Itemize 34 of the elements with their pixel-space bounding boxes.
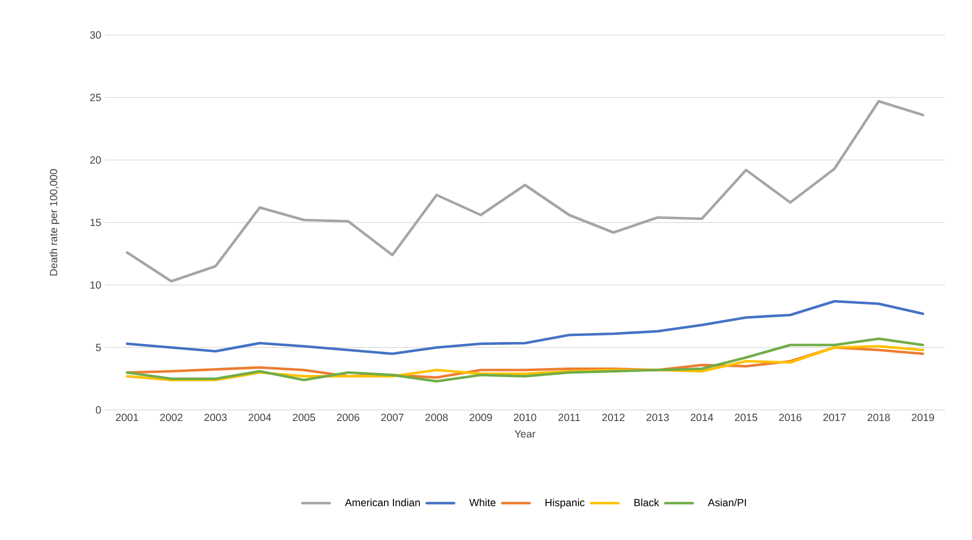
x-tick-label: 2016 (779, 414, 802, 422)
x-tick-label: 2002 (160, 414, 182, 422)
y-tick-label: 5 (96, 344, 101, 352)
x-tick-label: 2019 (912, 414, 934, 422)
x-tick-label: 2017 (823, 414, 846, 422)
x-tick-label: 2010 (514, 414, 536, 422)
x-tick-label: 2006 (337, 414, 360, 422)
legend-label: White (469, 498, 496, 506)
y-tick-label: 15 (90, 218, 101, 226)
line-series (126, 100, 924, 283)
legend-label: Asian/PI (708, 498, 746, 506)
legend-label: Hispanic (546, 498, 585, 508)
x-tick-label: 2011 (558, 414, 580, 422)
x-tick-label: 2015 (734, 414, 758, 422)
x-tick-label: 2013 (646, 414, 669, 422)
y-tick-label: 20 (90, 156, 101, 164)
legend-label: American Indian (344, 498, 420, 506)
y-tick-label: 0 (96, 406, 101, 414)
y-tick-label: 30 (90, 31, 101, 39)
x-tick-label: 2003 (204, 414, 227, 422)
x-tick-label: 2014 (690, 414, 714, 422)
y-tick-label: 25 (90, 94, 101, 102)
x-tick-label: 2012 (602, 414, 625, 422)
legend-label: Black (634, 498, 660, 506)
x-tick-label: 2009 (470, 414, 492, 422)
y-axis-title: Death rate per 100,000 (50, 169, 60, 276)
x-tick-label: 2018 (868, 414, 890, 422)
x-tick-label: 2008 (425, 414, 448, 422)
x-tick-label: 2007 (381, 414, 404, 422)
x-axis-title: Year (514, 430, 536, 438)
x-tick-label: 2001 (116, 414, 138, 422)
x-tick-label: 2004 (248, 414, 272, 422)
x-tick-label: 2005 (292, 414, 316, 422)
y-tick-label: 10 (90, 281, 101, 289)
